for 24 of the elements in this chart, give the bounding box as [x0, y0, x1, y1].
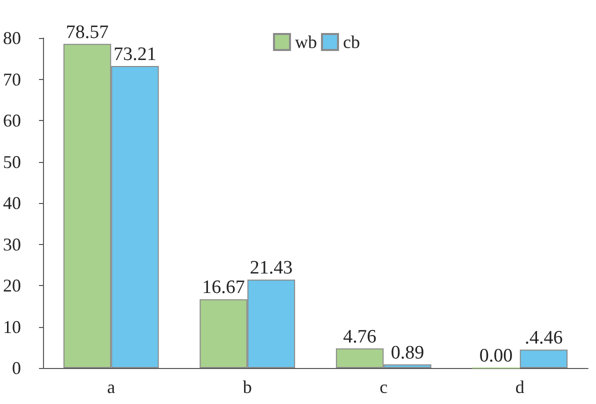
- y-tick-label: 80: [3, 28, 21, 48]
- y-tick-label: 10: [3, 316, 21, 337]
- y-tick-label: 60: [3, 110, 21, 130]
- data-label: 0.89: [390, 342, 424, 364]
- data-label: 0.00: [479, 346, 513, 366]
- x-tick-label: b: [242, 377, 252, 397]
- data-label: 4.76: [343, 326, 376, 348]
- y-tick-label: 40: [3, 193, 21, 213]
- data-label: .4.46: [524, 328, 563, 349]
- data-label: 73.21: [114, 44, 156, 66]
- x-tick-label: d: [515, 377, 524, 397]
- y-tick-label: 50: [3, 152, 21, 172]
- data-label: 16.67: [202, 277, 245, 298]
- y-tick-label: 70: [3, 69, 21, 90]
- y-tick-label: 0: [12, 358, 21, 378]
- bar: [520, 350, 568, 368]
- legend-label: cb: [343, 32, 360, 52]
- data-label: 21.43: [250, 258, 293, 279]
- y-tick-label: 20: [3, 276, 21, 296]
- data-label: 78.57: [66, 22, 109, 43]
- x-tick-label: a: [107, 377, 116, 397]
- legend-label: wb: [295, 32, 317, 52]
- x-tick-label: c: [380, 377, 388, 397]
- y-tick-label: 30: [3, 234, 21, 254]
